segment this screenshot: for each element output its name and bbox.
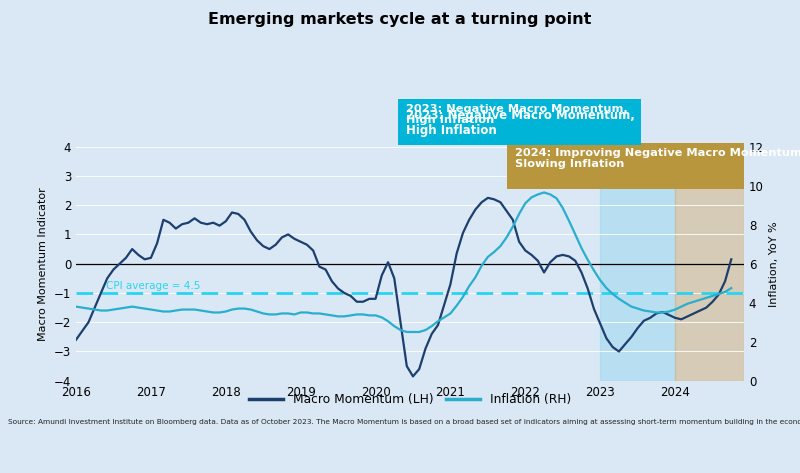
Legend: Macro Momentum (LH), Inflation (RH): Macro Momentum (LH), Inflation (RH): [244, 388, 576, 411]
Bar: [600, 147, 675, 381]
Y-axis label: Inflation, YoY %: Inflation, YoY %: [770, 221, 779, 307]
Text: 2023: Negative Macro Momentum,
High Inflation: 2023: Negative Macro Momentum, High Infl…: [406, 104, 628, 125]
Text: Source: Amundi Investment Institute on Bloomberg data. Data as of October 2023. : Source: Amundi Investment Institute on B…: [8, 419, 800, 425]
Text: 2023: Negative Macro Momentum,
High Inflation: 2023: Negative Macro Momentum, High Infl…: [406, 108, 635, 137]
Bar: [675, 147, 744, 381]
Y-axis label: Macro Momentum Indicator: Macro Momentum Indicator: [38, 187, 48, 341]
Text: Emerging markets cycle at a turning point: Emerging markets cycle at a turning poin…: [208, 12, 592, 27]
Text: CPI average = 4.5: CPI average = 4.5: [106, 281, 200, 291]
Text: 2024: Improving Negative Macro Momentum,
Slowing Inflation: 2024: Improving Negative Macro Momentum,…: [514, 148, 800, 169]
